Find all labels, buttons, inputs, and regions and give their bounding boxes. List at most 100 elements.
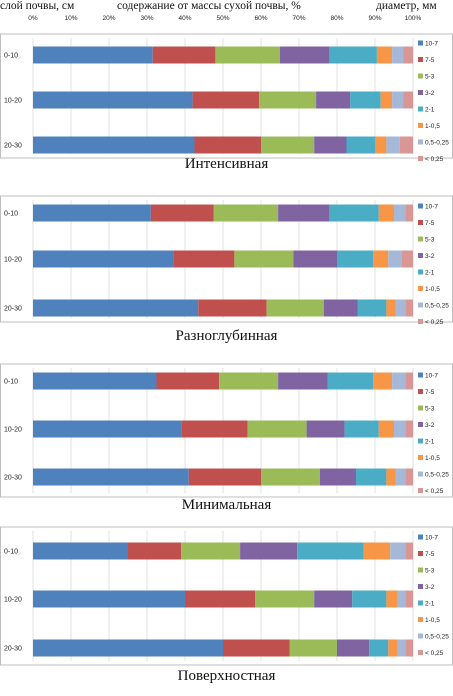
legend-swatch: [418, 236, 423, 242]
bar-segment: [373, 372, 393, 390]
bar-segment: [247, 420, 307, 438]
legend-swatch: [418, 389, 423, 394]
legend-label: 7-5: [425, 220, 435, 227]
bar-segment: [316, 91, 351, 109]
legend-swatch: [418, 57, 423, 62]
legend-label: 3-2: [425, 90, 435, 97]
category-label: 10-20: [4, 597, 22, 604]
legend-label: 5-3: [425, 74, 435, 81]
legend-swatch: [418, 633, 423, 639]
legend-swatch: [418, 319, 423, 324]
legend-label: 10-7: [425, 535, 438, 542]
bar-segment: [388, 639, 398, 657]
legend-label: 1-0,5: [425, 286, 440, 293]
bar-segment: [405, 542, 413, 560]
legend-swatch: [418, 438, 423, 444]
bar-segment: [327, 372, 374, 390]
bar-segment: [223, 639, 290, 657]
legend-label: 10-7: [425, 373, 438, 380]
bar-segment: [128, 542, 182, 560]
chart-title: Поверхностная: [177, 668, 276, 684]
bar-segment: [356, 468, 387, 486]
legend-label: 7-5: [425, 551, 435, 558]
bar-segment: [323, 299, 358, 317]
legend-label: 2-1: [425, 601, 435, 608]
category-label: 10-20: [4, 257, 22, 264]
category-label: 10-20: [4, 427, 22, 434]
bar-segment: [337, 639, 370, 657]
bar-segment: [373, 250, 389, 268]
chart-header: слой почвы, см содержание от массы сухой…: [0, 0, 453, 14]
bar-segment: [33, 420, 182, 438]
legend-swatch: [418, 269, 423, 275]
legend-swatch: [418, 203, 423, 209]
x-tick-label: 30%: [140, 15, 154, 22]
bar-segment: [188, 468, 261, 486]
bar-segment: [375, 136, 387, 154]
bar-segment: [405, 468, 413, 486]
bar-segment: [33, 372, 157, 390]
legend-label: 5-3: [425, 568, 435, 575]
bar-segment: [314, 590, 353, 608]
bar-segment: [33, 204, 151, 222]
bar-segment: [397, 639, 406, 657]
legend-swatch: [418, 455, 423, 460]
legend-label: 2-1: [425, 270, 435, 277]
bar-segment: [261, 468, 320, 486]
bar-segment: [33, 590, 185, 608]
bar-segment: [240, 542, 298, 560]
chart-title: Минимальная: [181, 497, 272, 513]
bar-segment: [33, 46, 153, 64]
bar-segment: [390, 542, 406, 560]
legend-label: 7-5: [425, 389, 435, 396]
x-tick-label: 0%: [28, 15, 38, 22]
legend-swatch: [418, 372, 423, 378]
legend-label: 0,5-0,25: [425, 140, 449, 147]
bar-segment: [156, 372, 220, 390]
legend-swatch: [418, 253, 423, 258]
bar-segment: [297, 542, 364, 560]
category-label: 0-10: [4, 53, 18, 60]
bar-segment: [33, 542, 128, 560]
legend-swatch: [418, 73, 423, 79]
chart-title: Разноглубинная: [175, 328, 278, 344]
x-tick-label: 20%: [102, 15, 116, 22]
category-label: 20-30: [4, 646, 22, 653]
bar-segment: [378, 420, 394, 438]
bar-segment: [380, 91, 393, 109]
x-tick-label: 80%: [330, 15, 344, 22]
legend-swatch: [418, 106, 423, 112]
legend-swatch: [418, 302, 423, 308]
bar-segment: [185, 590, 256, 608]
legend-swatch: [418, 123, 423, 128]
bar-segment: [403, 46, 413, 64]
legend-label: 7-5: [425, 57, 435, 64]
x-tick-label: 60%: [254, 15, 268, 22]
bar-segment: [33, 299, 199, 317]
legend-label: 0,5-0,25: [425, 303, 449, 310]
bar-segment: [378, 204, 394, 222]
legend-label: 3-2: [425, 253, 435, 260]
bar-segment: [150, 204, 214, 222]
bar-segment: [395, 299, 406, 317]
bar-segment: [397, 590, 406, 608]
bar-segment: [363, 542, 391, 560]
legend-swatch: [418, 156, 423, 161]
legend-label: 5-3: [425, 406, 435, 413]
legend-swatch: [418, 567, 423, 573]
chart-title: Интенсивная: [184, 156, 269, 172]
bar-segment: [388, 250, 402, 268]
category-label: 20-30: [4, 143, 22, 150]
bar-segment: [344, 420, 379, 438]
bar-segment: [394, 204, 406, 222]
bar-segment: [403, 91, 413, 109]
bar-segment: [405, 420, 413, 438]
bar-segment: [395, 468, 406, 486]
legend-label: < 0,25: [425, 650, 444, 657]
bar-segment: [255, 590, 315, 608]
bar-segment: [33, 136, 195, 154]
bar-segment: [386, 468, 396, 486]
bar-segment: [278, 372, 328, 390]
bar-segment: [405, 299, 413, 317]
